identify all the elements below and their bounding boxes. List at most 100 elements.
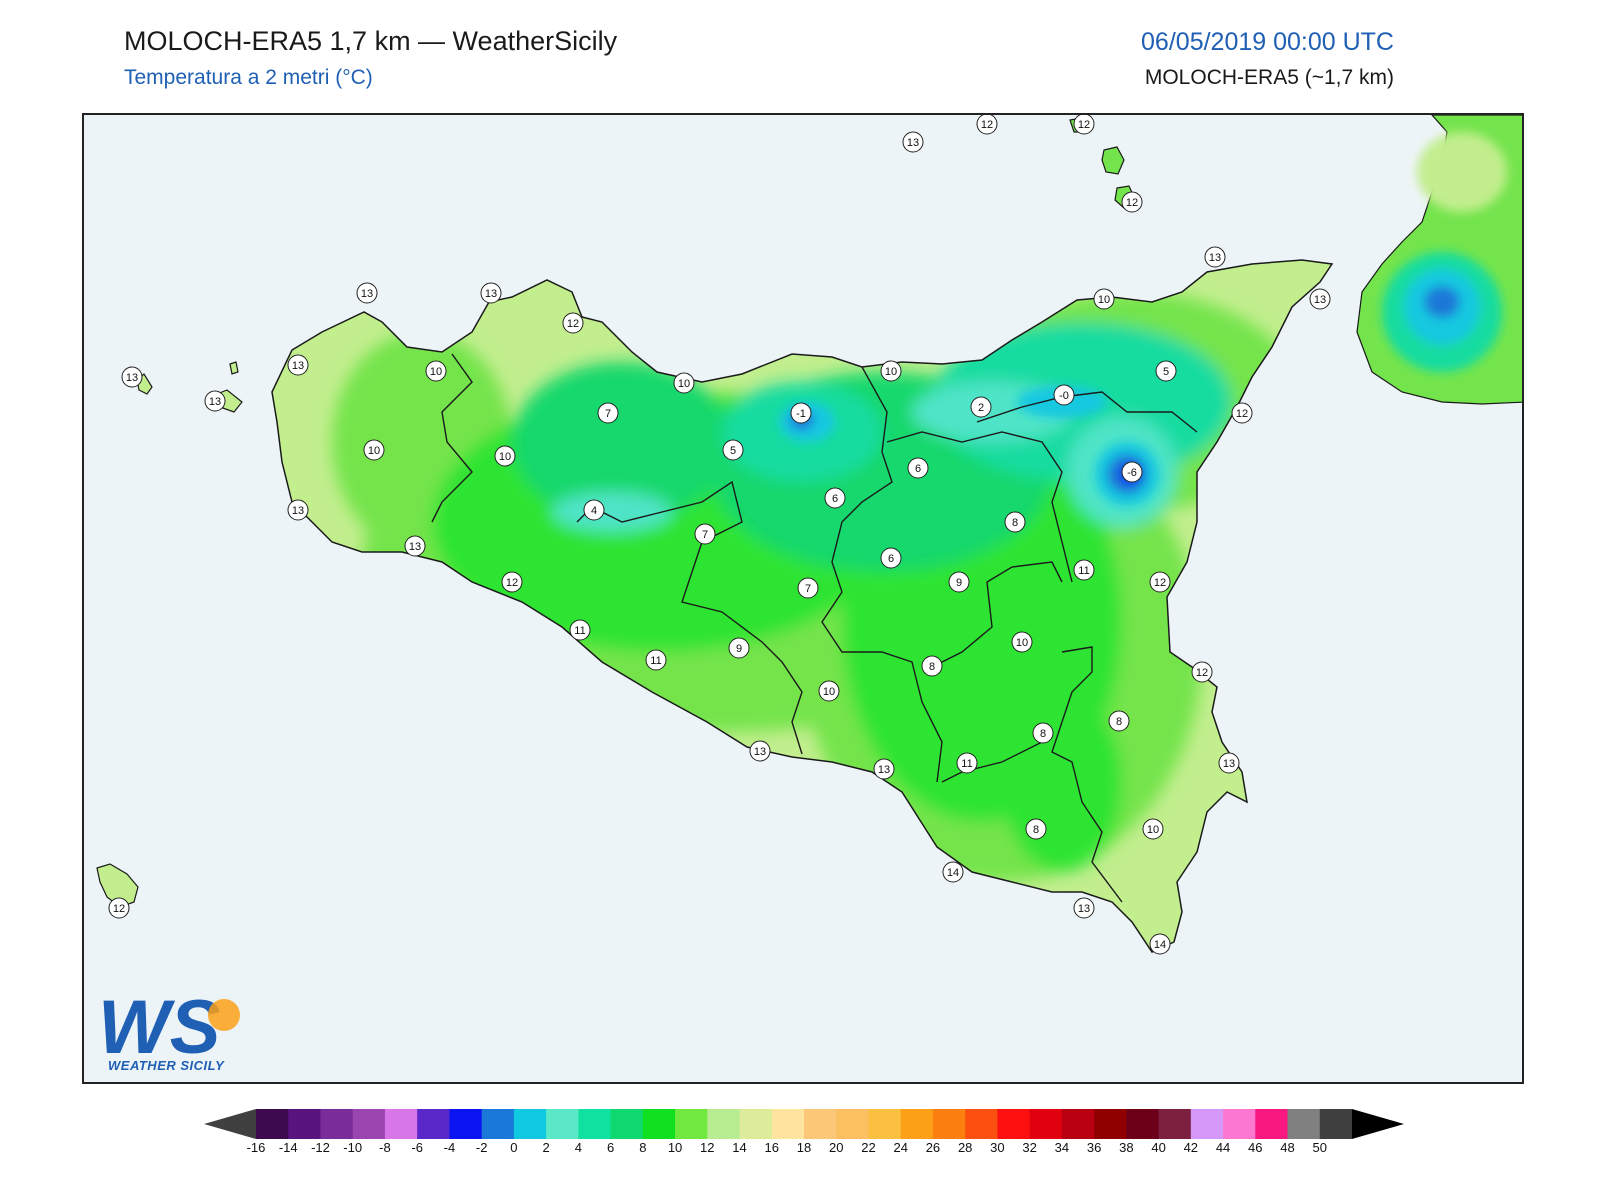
station-marker: 8 — [1108, 710, 1130, 732]
station-marker: 12 — [108, 897, 130, 919]
colorbar-tick-label: 6 — [606, 1140, 615, 1155]
station-marker: 13 — [1218, 752, 1240, 774]
sicily-coastline — [271, 259, 1334, 953]
colorbar-swatch — [1126, 1109, 1160, 1139]
station-marker: 13 — [287, 354, 309, 376]
station-value: 12 — [981, 119, 993, 131]
station-value: 12 — [506, 577, 518, 589]
station-marker: 14 — [1149, 933, 1171, 955]
station-marker: 13 — [356, 282, 378, 304]
station-value: 13 — [409, 541, 421, 553]
colorbar-swatch — [320, 1109, 354, 1139]
station-value: 8 — [1012, 517, 1018, 529]
station-value: 2 — [978, 402, 984, 414]
station-marker: 10 — [673, 372, 695, 394]
station-value: 14 — [947, 867, 959, 879]
logo-text: WEATHER SICILY — [108, 1058, 225, 1073]
colorbar-tick-label: -10 — [343, 1140, 363, 1155]
station-value: 10 — [499, 451, 511, 463]
colorbar-tick-label: 4 — [574, 1140, 582, 1155]
station-value: 14 — [1154, 939, 1166, 951]
station-value: 13 — [1209, 252, 1221, 264]
map-subtitle: Temperatura a 2 metri (°C) — [124, 66, 373, 89]
station-value: 13 — [907, 137, 919, 149]
station-marker: -6 — [1121, 461, 1143, 483]
colorbar-swatch — [384, 1109, 418, 1139]
colorbar-tick-label: 8 — [639, 1140, 647, 1155]
colorbar-tick-label: 36 — [1086, 1140, 1102, 1155]
station-value: 12 — [1078, 119, 1090, 131]
station-marker: 8 — [921, 655, 943, 677]
colorbar-tick-label: 38 — [1119, 1140, 1134, 1155]
station-marker: 12 — [1121, 191, 1143, 213]
colorbar-tick-label: -16 — [246, 1140, 266, 1155]
station-value: 13 — [209, 396, 221, 408]
map-panel: 13 12 12 12 13 13 10 5 12 -0 2 -6 10 6 8 11 12 6 9 10 12 8 8 8 1… — [82, 113, 1524, 1084]
station-value: 8 — [929, 661, 935, 673]
station-value: 10 — [430, 366, 442, 378]
station-value: 7 — [605, 408, 611, 420]
station-marker: 10 — [425, 360, 447, 382]
colorbar-swatch — [1029, 1109, 1063, 1139]
station-marker: 13 — [1204, 246, 1226, 268]
station-value: -1 — [796, 408, 806, 420]
colorbar-tick-label: 2 — [542, 1140, 550, 1155]
station-value: 10 — [1147, 824, 1159, 836]
colorbar-tick-label: 16 — [764, 1140, 779, 1155]
station-marker: 8 — [1025, 818, 1047, 840]
colorbar-tick-label: -6 — [411, 1140, 423, 1155]
colorbar-tick-label: 32 — [1022, 1140, 1037, 1155]
station-marker: 11 — [645, 649, 667, 671]
colorbar-tick-label: 28 — [957, 1140, 973, 1155]
colorbar-swatch — [417, 1109, 450, 1139]
temperature-colorbar — [204, 1109, 1404, 1139]
station-marker: 9 — [728, 637, 750, 659]
colorbar-tick-label: 18 — [796, 1140, 812, 1155]
station-marker: 12 — [1073, 115, 1095, 135]
station-marker: 13 — [1309, 288, 1331, 310]
colorbar-tick-label: 42 — [1183, 1140, 1199, 1155]
station-marker: 12 — [1149, 571, 1171, 593]
weathersicily-logo: WS — [98, 985, 240, 1070]
calabria-mainland — [1356, 115, 1522, 405]
forecast-date: 06/05/2019 00:00 UTC — [1141, 28, 1394, 56]
station-values: 13 12 12 12 13 13 10 5 12 -0 2 -6 10 6 8 11 12 6 9 10 12 8 8 8 1… — [108, 115, 1331, 955]
colorbar-swatch — [1255, 1109, 1289, 1139]
station-value: 8 — [1033, 824, 1039, 836]
colorbar-swatch — [836, 1109, 869, 1139]
station-value: 13 — [485, 288, 497, 300]
station-value: 11 — [1078, 565, 1089, 577]
station-value: 7 — [702, 529, 708, 541]
station-value: 6 — [915, 463, 921, 475]
station-marker: 8 — [1032, 722, 1054, 744]
colorbar-tick-label: 44 — [1215, 1140, 1231, 1155]
colorbar-swatch — [1190, 1109, 1224, 1139]
station-value: 5 — [1163, 366, 1169, 378]
station-value: 13 — [292, 505, 304, 517]
station-value: 6 — [888, 553, 894, 565]
colorbar-tick-label: 14 — [732, 1140, 747, 1155]
colorbar-tick-label: 40 — [1151, 1140, 1166, 1155]
station-marker: 13 — [902, 131, 924, 153]
colorbar-swatch — [900, 1109, 934, 1139]
colorbar-tick-label: 22 — [861, 1140, 876, 1155]
province-borders — [431, 353, 1198, 903]
station-value: 12 — [1196, 667, 1208, 679]
colorbar-tick-label: 46 — [1248, 1140, 1263, 1155]
station-marker: 13 — [1073, 897, 1095, 919]
station-value: 13 — [292, 360, 304, 372]
station-marker: 6 — [880, 547, 902, 569]
station-marker: 7 — [694, 523, 716, 545]
station-marker: 12 — [562, 312, 584, 334]
colorbar-tick-label: -14 — [278, 1140, 298, 1155]
colorbar-over-triangle — [1352, 1109, 1404, 1139]
colorbar-tick-label: 12 — [700, 1140, 715, 1155]
station-value: 12 — [1126, 197, 1138, 209]
station-marker: 13 — [121, 366, 143, 388]
station-value: -6 — [1127, 467, 1137, 479]
colorbar-swatch — [932, 1109, 966, 1139]
pantelleria-island — [96, 863, 139, 908]
station-value: 10 — [678, 378, 690, 390]
station-marker: 13 — [204, 390, 226, 412]
colorbar-swatch — [1319, 1109, 1353, 1139]
